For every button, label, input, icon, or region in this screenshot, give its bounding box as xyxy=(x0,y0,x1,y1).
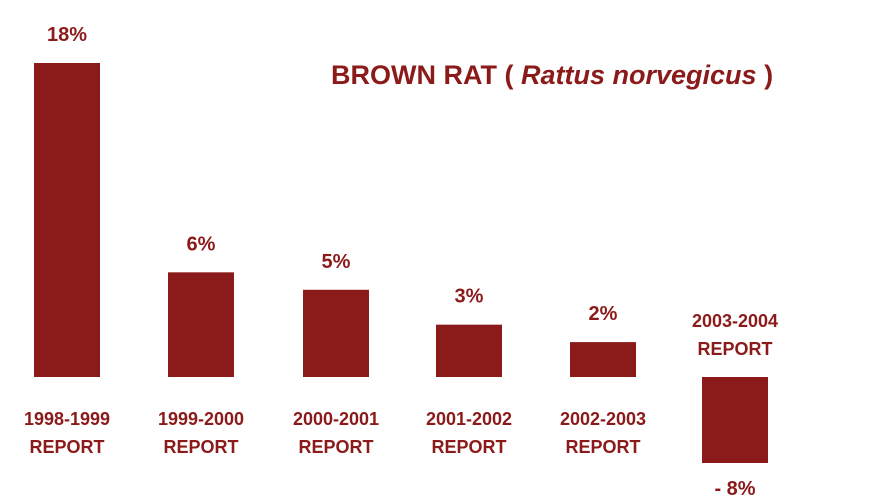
category-label: 2000-2001 xyxy=(293,409,379,429)
value-label: 5% xyxy=(322,251,351,273)
chart-title-species: Rattus norvegicus xyxy=(520,60,757,90)
chart-title: BROWN RAT ( Rattus norvegicus ) xyxy=(331,60,774,90)
category-label: REPORT xyxy=(697,339,772,359)
bar-2001-2002 xyxy=(436,324,502,377)
category-label: REPORT xyxy=(431,437,506,457)
bar-2000-2001 xyxy=(303,289,369,377)
value-label: 18% xyxy=(47,24,87,46)
bar-2003-2004 xyxy=(702,377,768,463)
category-label: REPORT xyxy=(565,437,640,457)
value-label: 3% xyxy=(455,286,484,308)
category-label: 2001-2002 xyxy=(426,409,512,429)
category-label: 1999-2000 xyxy=(158,409,244,429)
value-label: 2% xyxy=(589,303,618,325)
value-label: - 8% xyxy=(714,478,755,500)
category-label: REPORT xyxy=(298,437,373,457)
category-label: 1998-1999 xyxy=(24,409,110,429)
bar-1999-2000 xyxy=(168,272,234,377)
category-label: 2003-2004 xyxy=(692,311,778,331)
value-label: 6% xyxy=(187,233,216,255)
category-label: REPORT xyxy=(29,437,104,457)
bar-2002-2003 xyxy=(570,342,636,377)
category-label: REPORT xyxy=(163,437,238,457)
category-label: 2002-2003 xyxy=(560,409,646,429)
bar-1998-1999 xyxy=(34,63,100,377)
